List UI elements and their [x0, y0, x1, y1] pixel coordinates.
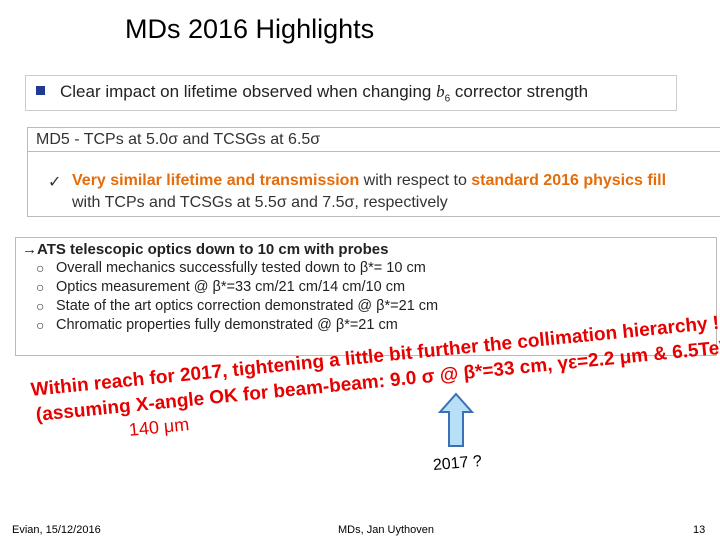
bullet-box: Clear impact on lifetime observed when c… — [25, 75, 677, 111]
item: State of the art optics correction demon… — [56, 298, 439, 314]
box-heading: MD5 - TCPs at 5.0σ and TCSGs at 6.5σ — [36, 131, 321, 148]
check-line-2: with TCPs and TCSGs at 5.5σ and 7.5σ, re… — [72, 194, 448, 211]
item-marker: ○ — [36, 279, 45, 295]
bullet-text: Clear impact on lifetime observed when c… — [60, 82, 588, 104]
item-marker: ○ — [36, 298, 45, 314]
page-number: 13 — [693, 524, 706, 536]
title: MDs 2016 Highlights — [125, 14, 375, 44]
item-marker: ○ — [36, 317, 45, 333]
subscript: 6 — [444, 93, 451, 105]
check: ✓ — [48, 174, 62, 191]
note-line: 140 μm — [128, 414, 191, 440]
ats-box: →ATS telescopic optics down to 10 cm wit… — [15, 237, 717, 356]
symbol: b — [436, 82, 445, 101]
item-marker: ○ — [36, 260, 45, 276]
divider — [28, 151, 720, 152]
text: corrector strength — [450, 82, 589, 101]
footer-left: Evian, 15/12/2016 — [12, 524, 101, 536]
footer-center: MDs, Jan Uythoven — [338, 524, 434, 536]
item: Overall mechanics successfully tested do… — [56, 260, 426, 276]
item: Chromatic properties fully demonstrated … — [56, 317, 398, 333]
arrow — [438, 392, 474, 447]
check-line: Very similar lifetime and transmission w… — [72, 172, 666, 190]
text: with respect to — [359, 172, 472, 189]
bullet-square — [36, 86, 45, 95]
arrow-label: 2017 ? — [432, 452, 483, 475]
text: Clear impact on lifetime observed when c… — [60, 82, 437, 101]
emph: standard 2016 physics fill — [471, 172, 667, 189]
emph: Very similar lifetime and transmission — [72, 172, 360, 189]
md5-box: MD5 - TCPs at 5.0σ and TCSGs at 6.5σ ✓ V… — [27, 127, 720, 217]
box-heading: →ATS telescopic optics down to 10 cm wit… — [22, 241, 389, 258]
item: Optics measurement @ β*=33 cm/21 cm/14 c… — [56, 279, 406, 295]
